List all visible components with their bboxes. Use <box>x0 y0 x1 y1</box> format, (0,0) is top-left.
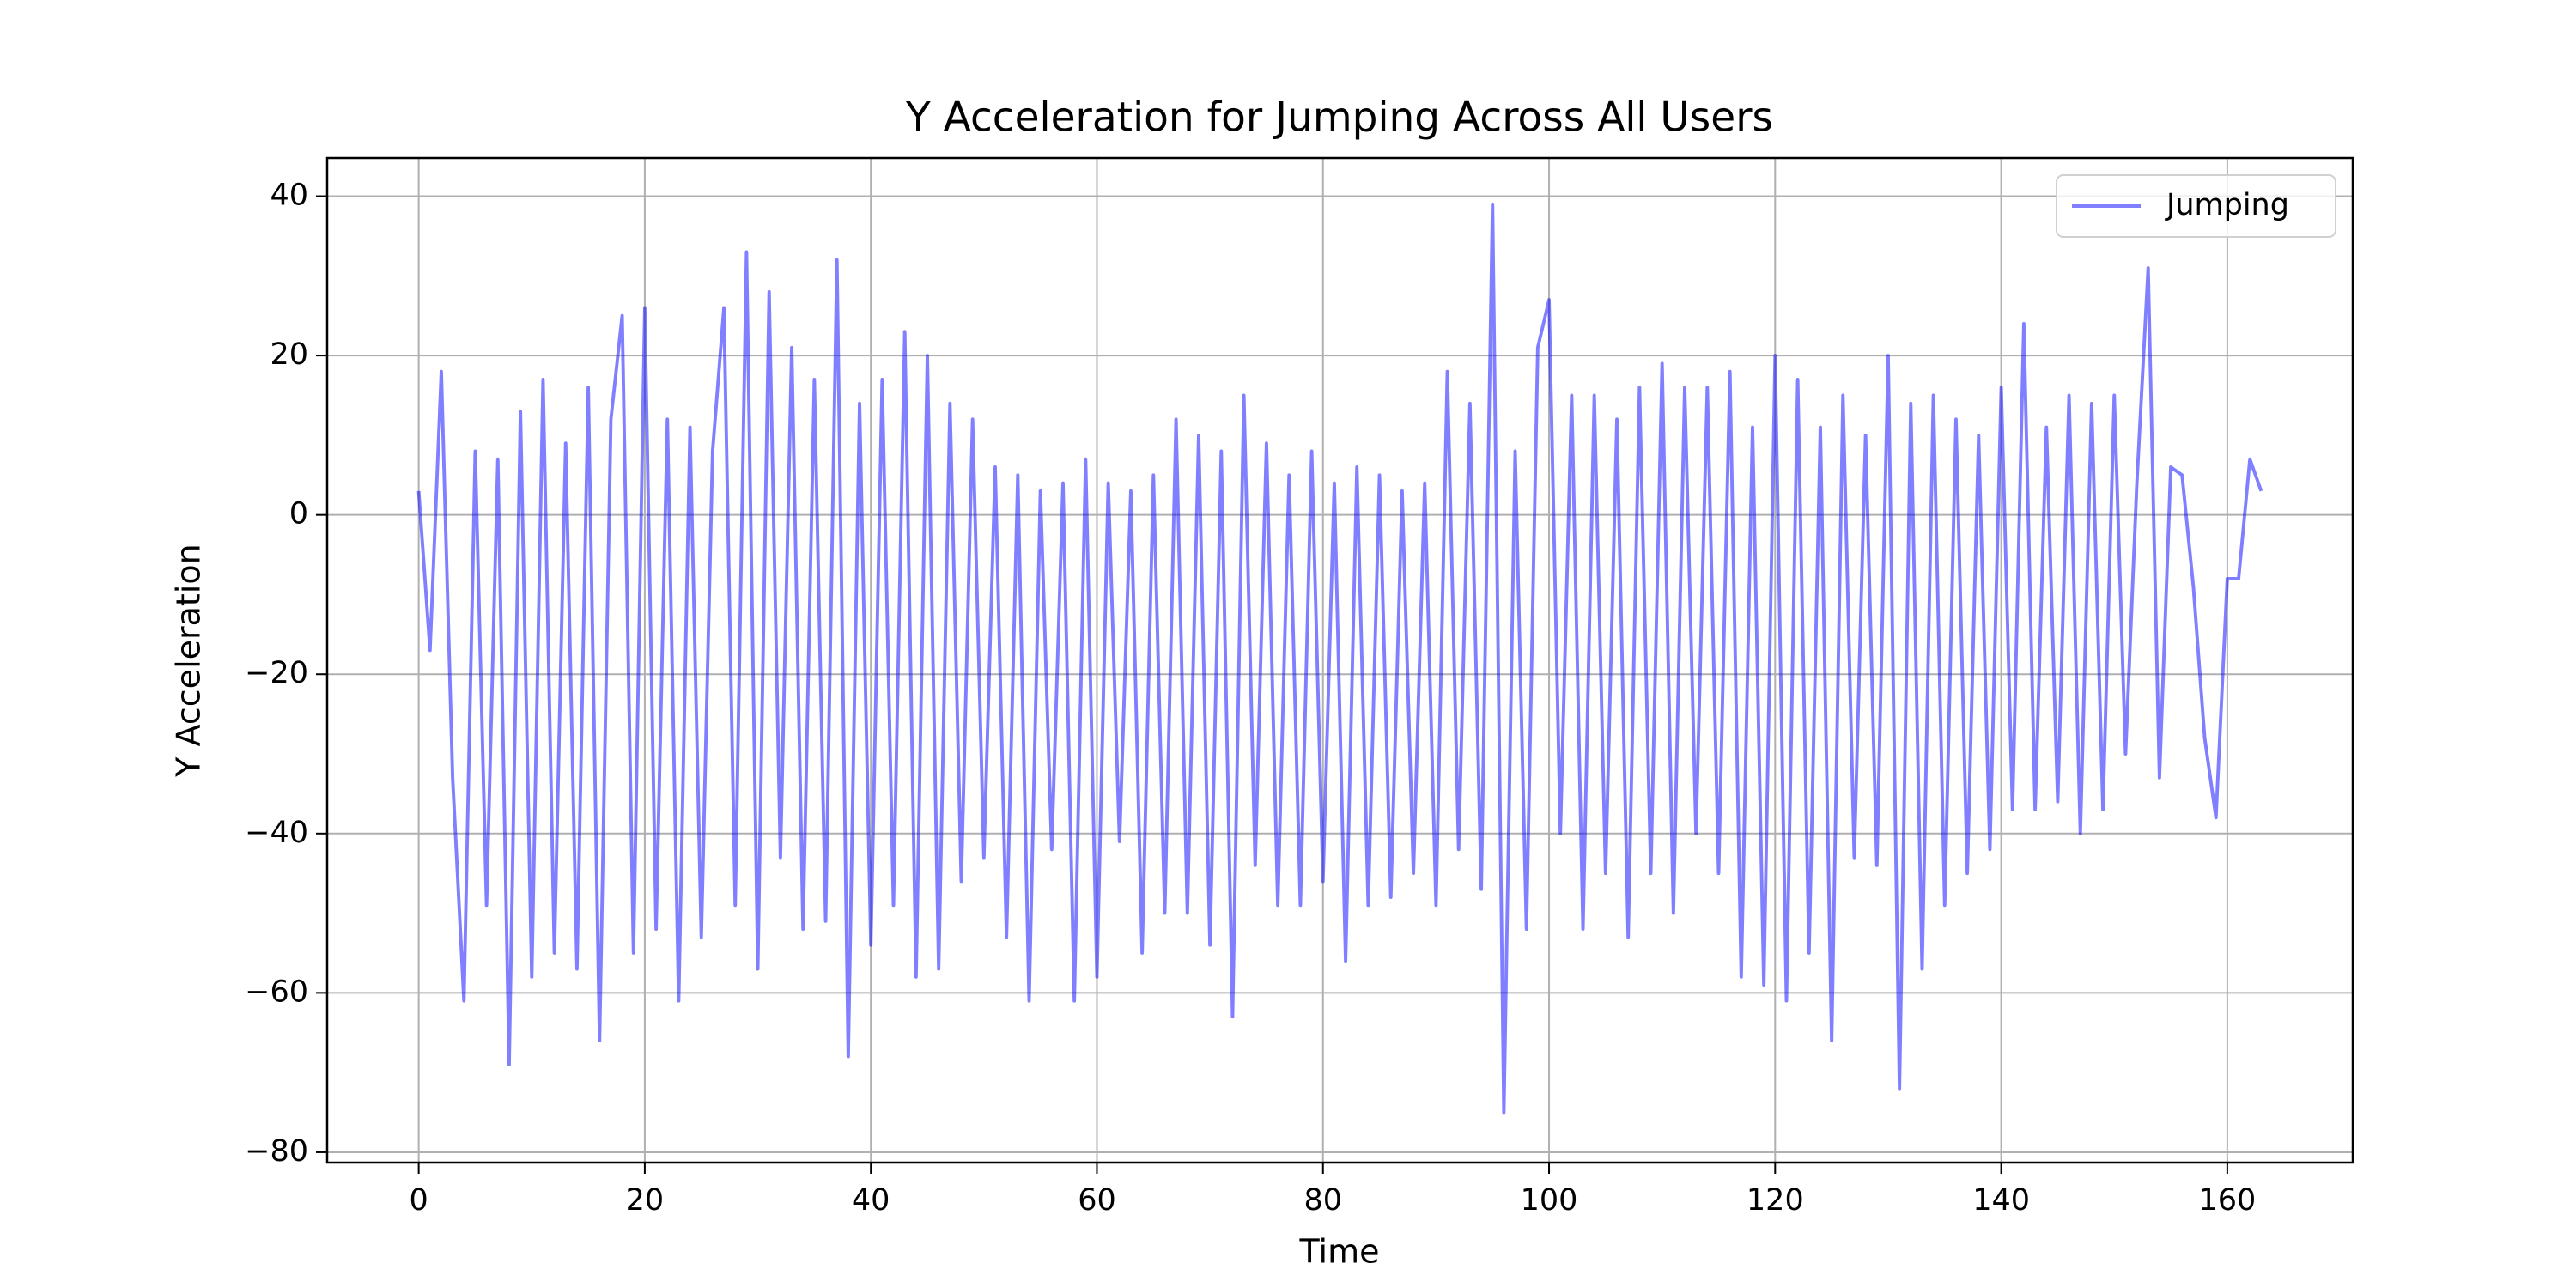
x-tick-label: 60 <box>1078 1183 1116 1218</box>
legend-box <box>2056 174 2336 238</box>
x-tick-label: 160 <box>2198 1183 2256 1218</box>
x-tick-label: 120 <box>1747 1183 1804 1218</box>
x-tick-label: 0 <box>409 1183 428 1218</box>
y-tick-label: 40 <box>270 179 308 213</box>
x-tick-label: 40 <box>852 1183 890 1218</box>
y-tick-label: 20 <box>270 337 308 372</box>
y-tick-label: −80 <box>245 1134 308 1169</box>
chart-title: Y Acceleration for Jumping Across All Us… <box>905 94 1773 142</box>
x-tick-label: 140 <box>1972 1183 2030 1218</box>
axes-frame <box>325 156 2354 1164</box>
y-tick-label: −20 <box>245 656 308 690</box>
x-axis-label: Time <box>1299 1233 1380 1271</box>
y-axis-label: Y Acceleration <box>170 544 208 777</box>
y-tick-label: −40 <box>245 816 308 850</box>
data-line <box>416 202 2263 1115</box>
x-tick-label: 100 <box>1521 1183 1578 1218</box>
y-tick-label: 0 <box>289 497 308 532</box>
x-tick-label: 80 <box>1303 1183 1342 1218</box>
legend-label: Jumping <box>2165 188 2289 222</box>
y-tick-label: −60 <box>245 975 308 1009</box>
x-tick-label: 20 <box>626 1183 665 1218</box>
